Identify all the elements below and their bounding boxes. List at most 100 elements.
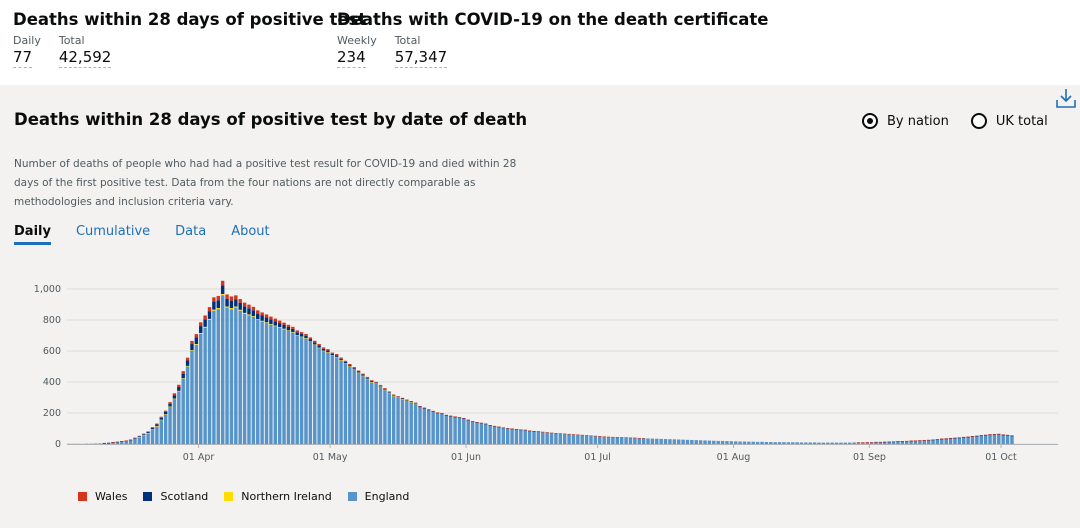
- stat-value[interactable]: 57,347: [394, 48, 448, 68]
- bar-england: [422, 408, 427, 444]
- bar-england: [462, 418, 466, 444]
- bar-scotland: [334, 355, 339, 357]
- bar-scotland: [966, 436, 970, 438]
- radio-uk-total[interactable]: UK total: [970, 113, 1048, 129]
- bar-scotland: [330, 353, 334, 356]
- bar-wales: [887, 441, 891, 443]
- bar-scotland: [133, 437, 137, 439]
- y-tick-label: 0: [55, 439, 61, 450]
- tab-about[interactable]: About: [231, 224, 270, 239]
- bar-england: [391, 395, 396, 444]
- bar-scotland: [983, 435, 988, 436]
- bar-scotland: [365, 377, 370, 379]
- stat-label: Total: [394, 34, 421, 47]
- bar-northern-ireland: [168, 406, 172, 408]
- bar-wales: [935, 439, 940, 440]
- bar-wales: [181, 371, 185, 374]
- bar-scotland: [387, 392, 391, 393]
- download-icon[interactable]: [1055, 87, 1077, 109]
- bar-wales: [475, 421, 479, 423]
- bar-wales: [598, 436, 602, 437]
- bar-england: [199, 333, 203, 444]
- bar-wales: [212, 297, 216, 302]
- bar-england: [712, 440, 716, 444]
- bar-wales: [497, 426, 501, 428]
- bar-england: [466, 419, 470, 444]
- bar-england: [918, 440, 922, 444]
- bar-england: [703, 440, 707, 444]
- bar-england: [448, 416, 453, 444]
- bar-wales: [273, 318, 277, 322]
- stat-value[interactable]: 234: [337, 48, 366, 68]
- bar-wales: [365, 376, 370, 378]
- bar-scotland: [137, 436, 142, 437]
- bar-wales: [962, 436, 966, 438]
- tab-daily[interactable]: Daily: [14, 224, 51, 245]
- radio-by-nation[interactable]: By nation: [862, 113, 949, 129]
- bar-england: [992, 434, 997, 444]
- x-tick-label: 01 Jun: [451, 452, 481, 463]
- bar-england: [856, 442, 861, 444]
- bar-england: [747, 441, 751, 445]
- radio-button-icon[interactable]: [970, 113, 987, 129]
- stat-value[interactable]: 77: [13, 48, 33, 68]
- bar-england: [848, 442, 852, 444]
- bar-scotland: [444, 415, 449, 416]
- bar-wales: [146, 431, 150, 433]
- bar-scotland: [383, 388, 387, 390]
- bar-england: [260, 321, 264, 444]
- bar-wales: [992, 434, 997, 435]
- bar-england: [541, 431, 545, 444]
- x-tick-label: 01 Sep: [853, 452, 886, 463]
- bar-england: [791, 442, 795, 444]
- bar-northern-ireland: [190, 350, 194, 351]
- stat-value[interactable]: 42,592: [58, 48, 112, 68]
- bar-wales: [580, 434, 584, 436]
- stat-daily: Daily 77: [13, 34, 41, 68]
- bar-england: [970, 436, 975, 445]
- bar-scotland: [242, 306, 247, 313]
- tab-data[interactable]: Data: [175, 224, 207, 239]
- bar-england: [874, 442, 878, 444]
- bar-scotland: [142, 434, 146, 435]
- bar-scotland: [348, 365, 352, 367]
- bar-northern-ireland: [242, 312, 247, 314]
- bar-wales: [352, 367, 356, 369]
- bar-england: [378, 386, 383, 444]
- bar-wales: [409, 401, 413, 402]
- radio-button-icon[interactable]: [862, 113, 878, 129]
- bar-wales: [334, 354, 339, 356]
- bar-scotland: [453, 416, 457, 418]
- bar-scotland: [378, 385, 383, 387]
- bar-wales: [931, 439, 935, 441]
- bar-england: [988, 434, 992, 444]
- bar-northern-ireland: [142, 434, 146, 436]
- bar-scotland: [194, 337, 199, 345]
- bar-england: [685, 439, 690, 444]
- bar-scotland: [975, 435, 979, 437]
- bar-wales: [431, 410, 435, 412]
- bar-england: [777, 442, 782, 444]
- bar-wales: [238, 299, 242, 303]
- tab-cumulative[interactable]: Cumulative: [75, 224, 151, 239]
- bar-england: [343, 363, 348, 444]
- bar-england: [299, 337, 304, 444]
- legend-swatch: [224, 492, 234, 501]
- bar-northern-ireland: [194, 344, 199, 345]
- bar-wales: [339, 357, 343, 359]
- bar-england: [729, 441, 734, 444]
- bar-england: [896, 441, 900, 444]
- bar-wales: [970, 436, 975, 437]
- bar-wales: [549, 432, 554, 434]
- headline-title: Deaths with COVID-19 on the death certif…: [337, 10, 769, 29]
- bar-wales: [444, 414, 449, 416]
- bar-england: [821, 442, 826, 444]
- bar-wales: [453, 416, 457, 418]
- bar-england: [137, 437, 142, 444]
- bar-wales: [229, 296, 234, 301]
- bar-england: [624, 437, 628, 444]
- bar-wales: [896, 441, 900, 442]
- bar-scotland: [185, 360, 190, 366]
- bar-england: [804, 442, 808, 444]
- bar-england: [725, 441, 729, 444]
